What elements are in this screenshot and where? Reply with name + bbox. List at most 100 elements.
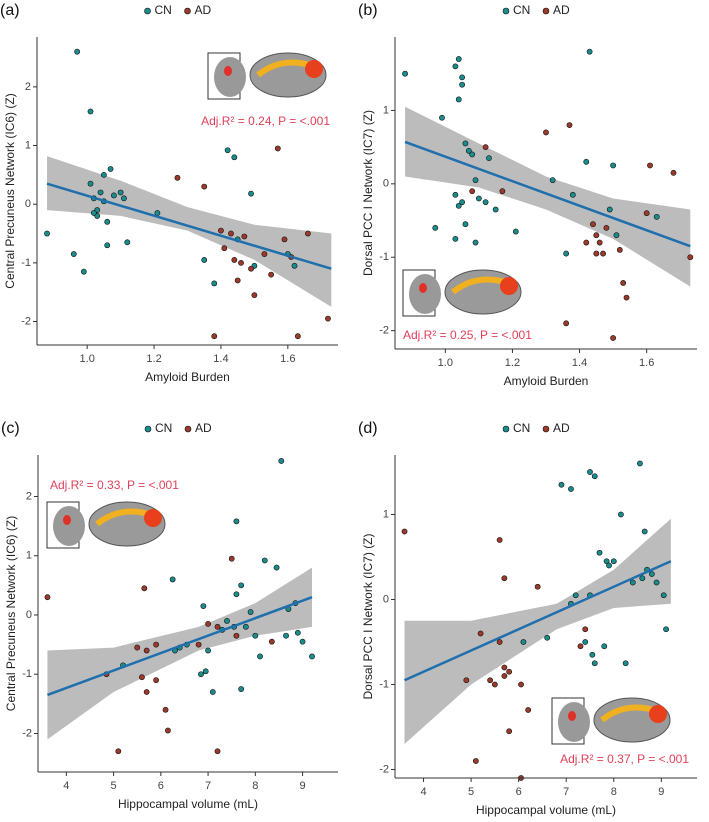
panel-label: (b) bbox=[358, 2, 378, 19]
data-point bbox=[432, 224, 439, 231]
data-point bbox=[165, 727, 171, 734]
data-point bbox=[641, 528, 648, 535]
data-point bbox=[568, 486, 574, 492]
data-point bbox=[141, 585, 148, 592]
x-axis-label: Amyloid Burden bbox=[145, 370, 230, 384]
data-point bbox=[234, 277, 241, 284]
data-point bbox=[618, 511, 624, 518]
data-point bbox=[278, 458, 285, 464]
data-point bbox=[90, 210, 97, 216]
data-point bbox=[201, 183, 208, 190]
y-tick-label: -2 bbox=[379, 763, 389, 775]
y-tick-label: -2 bbox=[379, 325, 389, 337]
x-tick-label: 1.2 bbox=[505, 357, 520, 369]
data-point bbox=[465, 147, 472, 154]
data-point bbox=[44, 230, 50, 237]
data-point bbox=[577, 643, 584, 650]
x-tick-label: 7 bbox=[563, 786, 569, 798]
confidence-band bbox=[405, 106, 691, 287]
data-point bbox=[558, 481, 565, 488]
data-point bbox=[601, 643, 608, 650]
data-point bbox=[462, 140, 469, 147]
data-point bbox=[639, 575, 646, 582]
brain-icon bbox=[144, 509, 162, 527]
data-point bbox=[107, 166, 114, 172]
data-point bbox=[247, 609, 254, 615]
brain-icon bbox=[224, 66, 232, 76]
data-point bbox=[469, 151, 476, 158]
y-tick-label: 1 bbox=[25, 139, 31, 151]
x-tick-label: 4 bbox=[63, 780, 69, 792]
panel: (c) -2 -1 0 1 2 4 5 6 7 8 9 Hippocampal volume (mL) C… bbox=[1, 420, 338, 811]
data-point bbox=[653, 579, 660, 586]
data-point bbox=[475, 195, 482, 202]
data-point bbox=[499, 188, 506, 195]
data-point bbox=[291, 262, 298, 269]
data-point bbox=[228, 555, 235, 562]
data-point bbox=[660, 592, 667, 599]
data-point bbox=[463, 677, 470, 684]
legend-label: CN bbox=[155, 421, 172, 435]
data-point bbox=[496, 537, 503, 543]
data-point bbox=[586, 48, 593, 55]
data-point bbox=[613, 232, 620, 239]
data-point bbox=[104, 242, 111, 249]
data-point bbox=[87, 108, 94, 115]
data-point bbox=[268, 271, 275, 278]
data-point bbox=[563, 250, 570, 257]
panel-label: (a) bbox=[0, 2, 20, 19]
y-tick-label: 2 bbox=[25, 81, 31, 93]
data-point bbox=[593, 250, 600, 257]
data-point bbox=[221, 245, 228, 252]
data-point bbox=[520, 639, 527, 645]
data-point bbox=[202, 668, 209, 675]
data-point bbox=[583, 158, 590, 165]
data-point bbox=[134, 644, 141, 651]
data-point bbox=[582, 626, 589, 633]
data-point bbox=[501, 673, 508, 679]
data-point bbox=[492, 206, 499, 213]
data-point bbox=[209, 689, 216, 695]
data-point bbox=[663, 626, 669, 633]
x-tick-label: 8 bbox=[611, 786, 617, 798]
data-point bbox=[455, 96, 462, 103]
y-axis-label: Central Precuneus Network (IC6) (Z) bbox=[3, 93, 17, 288]
data-point bbox=[459, 81, 466, 88]
data-point bbox=[587, 469, 593, 475]
data-point bbox=[294, 629, 301, 636]
data-point bbox=[487, 677, 494, 684]
data-point bbox=[501, 664, 508, 671]
brain-icon bbox=[419, 283, 427, 293]
data-point bbox=[153, 677, 160, 684]
data-point bbox=[154, 210, 161, 216]
data-point bbox=[610, 558, 617, 565]
legend-marker bbox=[144, 425, 152, 433]
legend-label: AD bbox=[553, 421, 570, 435]
data-point bbox=[506, 728, 513, 735]
y-tick-label: 1 bbox=[383, 508, 389, 520]
data-point bbox=[603, 224, 610, 231]
data-point bbox=[283, 632, 289, 639]
x-tick-label: 1.4 bbox=[213, 353, 228, 365]
regression-line bbox=[47, 596, 313, 697]
y-tick-label: 1 bbox=[26, 550, 32, 562]
data-point bbox=[100, 171, 107, 178]
legend-label: AD bbox=[195, 421, 212, 435]
data-point bbox=[506, 668, 513, 675]
data-point bbox=[472, 177, 479, 184]
data-point bbox=[74, 48, 81, 55]
regression-line bbox=[46, 182, 332, 270]
data-point bbox=[121, 195, 127, 202]
data-point bbox=[452, 235, 459, 242]
legend-label: CN bbox=[513, 421, 530, 435]
data-point bbox=[582, 639, 589, 645]
legend-marker bbox=[502, 425, 510, 433]
data-point bbox=[211, 280, 218, 287]
y-axis-label: Dorsal PCC I Network (IC7) (Z) bbox=[361, 110, 375, 276]
x-tick-label: 1.6 bbox=[280, 353, 295, 365]
data-point bbox=[620, 280, 627, 286]
y-axis-label: Central Precuneus Network (IC6) (Z) bbox=[4, 516, 18, 711]
data-point bbox=[566, 122, 573, 128]
x-axis-label: Hippocampal volume (mL) bbox=[476, 803, 616, 817]
data-point bbox=[44, 594, 51, 601]
